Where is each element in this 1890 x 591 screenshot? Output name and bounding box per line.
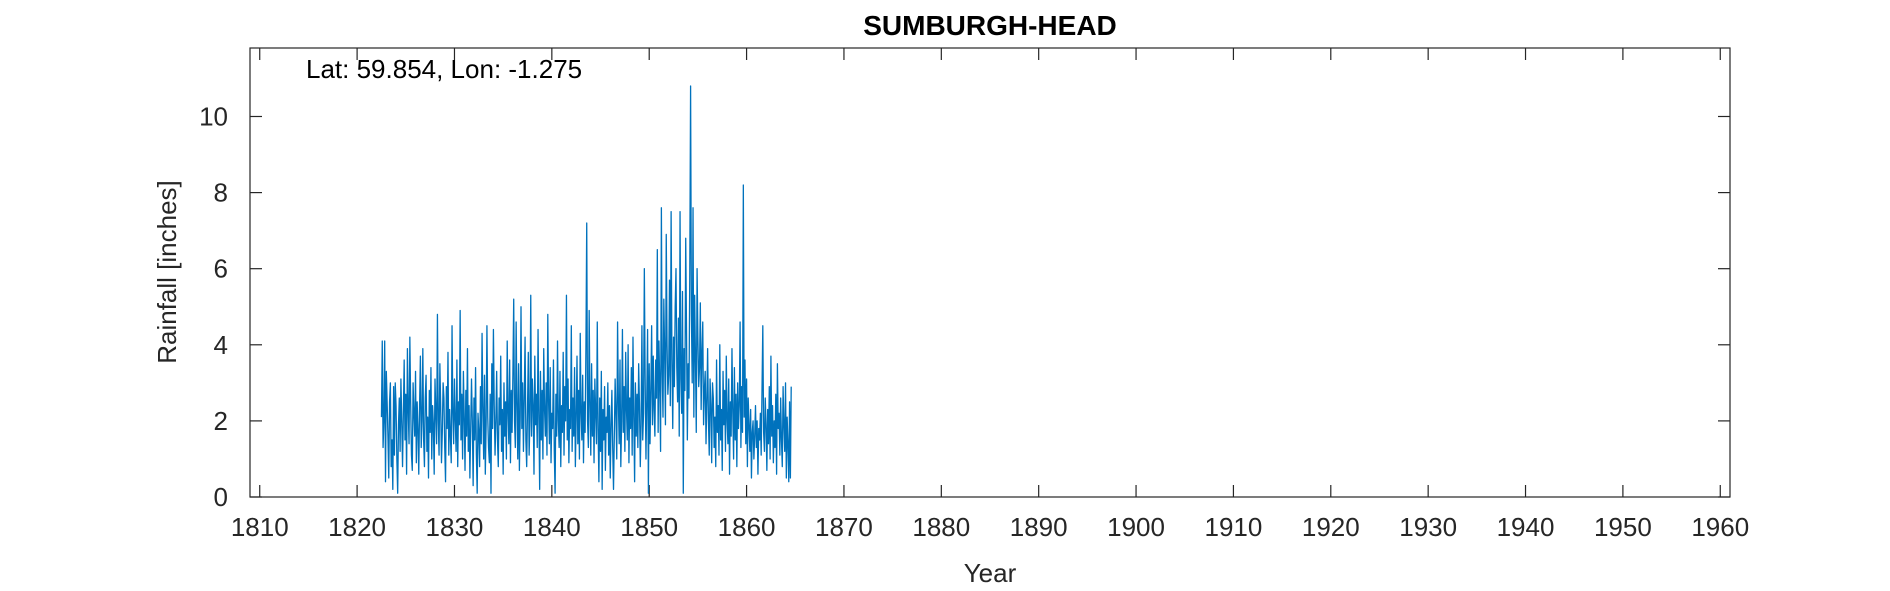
location-annotation: Lat: 59.854, Lon: -1.275: [306, 54, 582, 84]
x-tick-label: 1880: [912, 512, 970, 542]
x-tick-label: 1820: [328, 512, 386, 542]
x-tick-labels: 1810 1820 1830 1840 1850 1860 1870 1880 1890 1900…: [231, 512, 1749, 542]
y-axis-label: Rainfall [inches]: [152, 180, 182, 364]
ticks-layer: [250, 48, 1730, 498]
x-tick-label: 1860: [718, 512, 776, 542]
x-tick-label: 1870: [815, 512, 873, 542]
x-tick-label: 1930: [1399, 512, 1457, 542]
x-tick-label: 1830: [426, 512, 484, 542]
y-tick-label: 4: [214, 330, 228, 360]
y-tick-label: 0: [214, 482, 228, 512]
x-tick-label: 1950: [1594, 512, 1652, 542]
y-tick-label: 6: [214, 254, 228, 284]
plot-frame: [249, 47, 1731, 498]
x-tick-label: 1810: [231, 512, 289, 542]
y-tick-label: 8: [214, 178, 228, 208]
y-tick-labels: 0 2 4 6 8 10: [199, 101, 228, 512]
x-tick-label: 1900: [1107, 512, 1165, 542]
x-tick-label: 1920: [1302, 512, 1360, 542]
x-tick-label: 1940: [1497, 512, 1555, 542]
rainfall-series-line: [380, 85, 792, 494]
x-tick-label: 1910: [1204, 512, 1262, 542]
x-tick-label: 1890: [1010, 512, 1068, 542]
x-axis-label: Year: [964, 558, 1017, 588]
x-tick-label: 1960: [1691, 512, 1749, 542]
x-tick-label: 1850: [620, 512, 678, 542]
x-tick-label: 1840: [523, 512, 581, 542]
y-tick-label: 2: [214, 406, 228, 436]
y-tick-label: 10: [199, 101, 228, 131]
chart-title: SUMBURGH-HEAD: [863, 10, 1117, 41]
